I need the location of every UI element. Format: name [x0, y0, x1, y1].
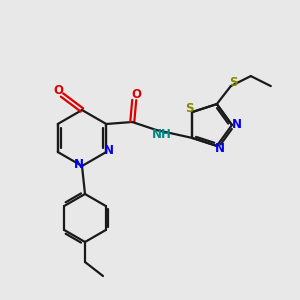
Text: O: O: [53, 83, 63, 97]
Text: N: N: [74, 158, 84, 172]
Text: N: N: [215, 142, 225, 155]
Text: N: N: [104, 145, 114, 158]
Text: NH: NH: [152, 128, 172, 142]
Text: S: S: [185, 102, 194, 115]
Text: S: S: [230, 76, 238, 88]
Text: O: O: [131, 88, 141, 101]
Text: N: N: [232, 118, 242, 130]
